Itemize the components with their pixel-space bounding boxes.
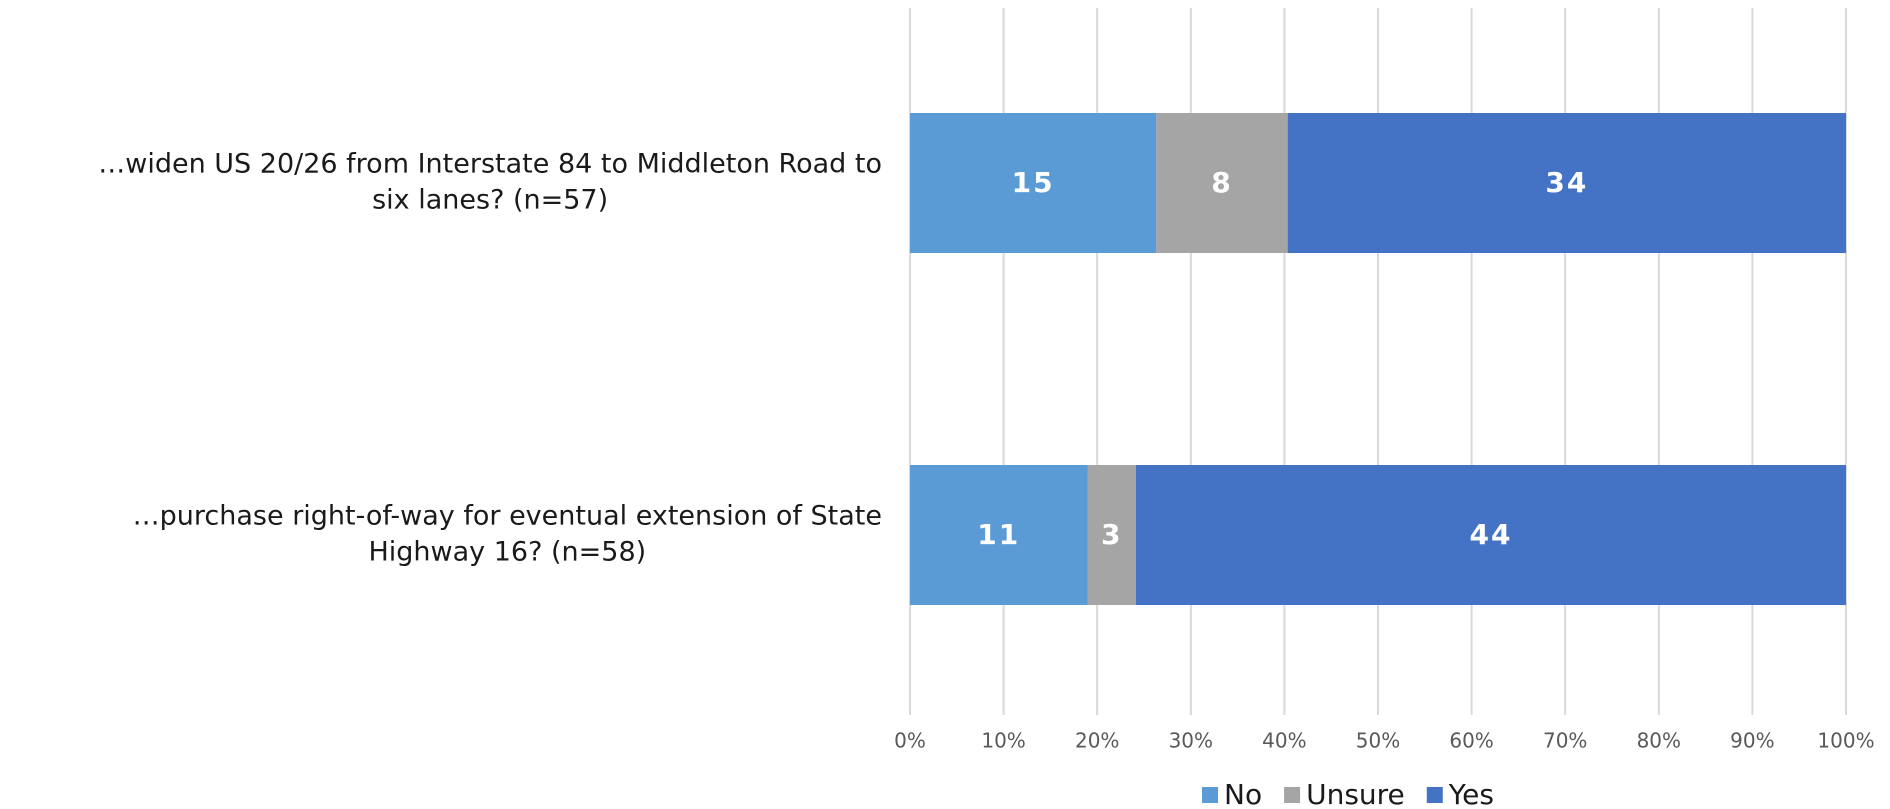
bars: 15 8 34 11 3 44 bbox=[910, 113, 1846, 605]
x-tick-label: 50% bbox=[1356, 729, 1400, 753]
bar-segment-no bbox=[910, 113, 1157, 253]
legend-label: Yes bbox=[1448, 778, 1494, 809]
bar-segment-unsure bbox=[1087, 465, 1136, 605]
x-tick-label: 40% bbox=[1262, 729, 1306, 753]
bar-segment-yes bbox=[1287, 113, 1846, 253]
x-axis-ticks: 0% 10% 20% 30% 40% 50% 60% 70% 80% 90% 100% bbox=[894, 729, 1874, 753]
legend-label: No bbox=[1224, 778, 1262, 809]
x-tick-label: 90% bbox=[1730, 729, 1774, 753]
legend-swatch bbox=[1426, 787, 1443, 803]
bar-segment-yes bbox=[1135, 465, 1846, 605]
x-tick-label: 80% bbox=[1637, 729, 1681, 753]
legend-swatch bbox=[1284, 787, 1301, 803]
category-label: …purchase right-of-way for eventual exte… bbox=[133, 501, 882, 568]
bar-value-label: 44 bbox=[1469, 518, 1512, 551]
legend-item-yes: Yes bbox=[1426, 778, 1494, 809]
legend-item-no: No bbox=[1202, 778, 1262, 809]
legend: No Unsure Yes bbox=[1202, 778, 1494, 809]
x-tick-label: 30% bbox=[1169, 729, 1213, 753]
legend-swatch bbox=[1202, 787, 1219, 803]
bar-value-label: 34 bbox=[1545, 166, 1588, 199]
bar-value-label: 11 bbox=[977, 518, 1020, 551]
category-label: …widen US 20/26 from Interstate 84 to Mi… bbox=[98, 149, 882, 216]
bar-value-label: 15 bbox=[1012, 166, 1055, 199]
bar-segment-no bbox=[910, 465, 1088, 605]
x-tick-label: 60% bbox=[1449, 729, 1493, 753]
bar-value-label: 8 bbox=[1211, 166, 1232, 199]
x-tick-label: 20% bbox=[1075, 729, 1119, 753]
x-tick-label: 100% bbox=[1817, 729, 1874, 753]
legend-item-unsure: Unsure bbox=[1284, 778, 1405, 809]
x-tick-label: 0% bbox=[894, 729, 926, 753]
category-labels: …widen US 20/26 from Interstate 84 to Mi… bbox=[98, 149, 882, 568]
legend-label: Unsure bbox=[1306, 778, 1405, 809]
x-tick-label: 70% bbox=[1543, 729, 1587, 753]
bar-segment-unsure bbox=[1156, 113, 1288, 253]
x-tick-label: 10% bbox=[981, 729, 1025, 753]
bar-value-label: 3 bbox=[1101, 518, 1122, 551]
